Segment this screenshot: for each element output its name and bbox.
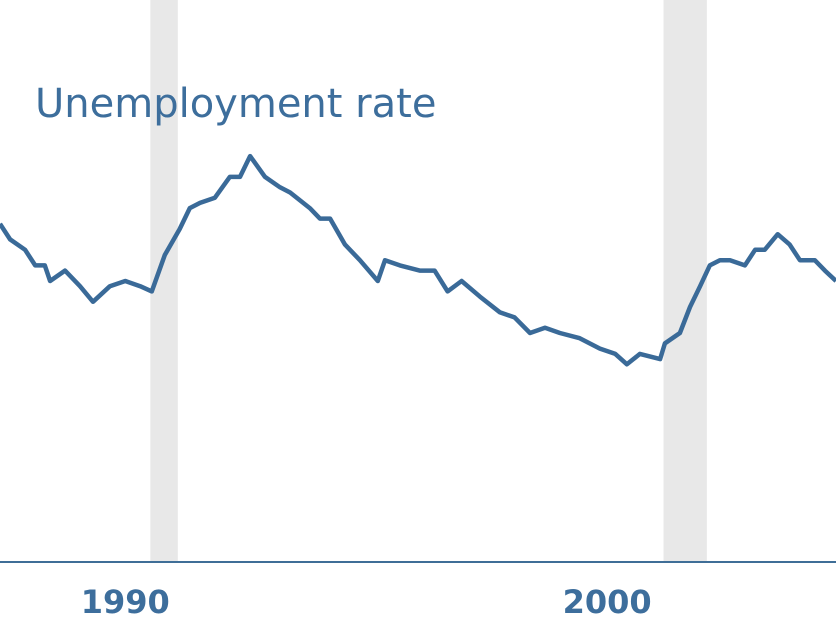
recession-band — [663, 0, 707, 562]
x-tick-label: 1990 — [81, 583, 170, 621]
x-tick-label: 2000 — [563, 583, 652, 621]
chart-title: Unemployment rate — [35, 81, 436, 127]
series-line — [0, 153, 836, 367]
